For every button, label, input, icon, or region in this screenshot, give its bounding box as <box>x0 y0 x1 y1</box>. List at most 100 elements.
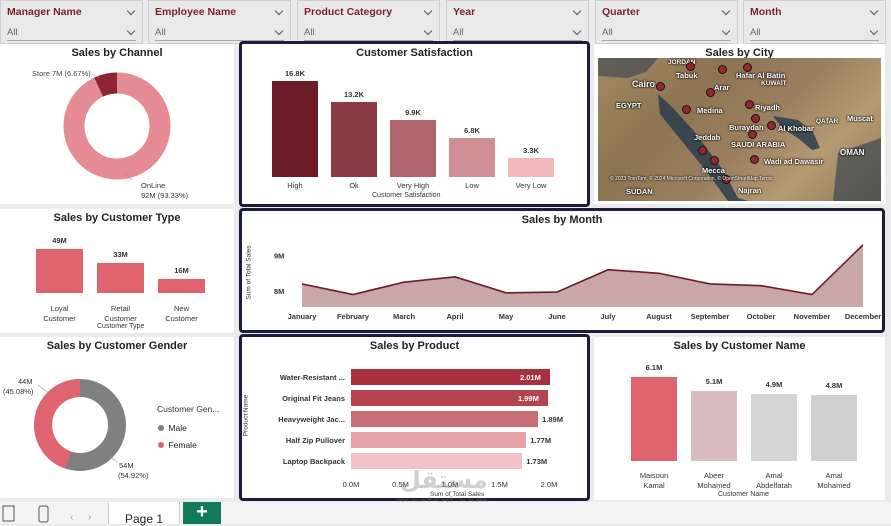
legend-title: Customer Gen... <box>157 404 220 414</box>
gender-donut[interactable] <box>0 337 234 498</box>
bar-data-label: 4.9M <box>765 379 783 389</box>
leader-line <box>123 171 133 181</box>
donut-slice-female <box>34 379 81 469</box>
slicer-title: Year <box>453 6 476 18</box>
customer-name-bar[interactable] <box>631 377 677 461</box>
slicer-manager-name[interactable]: Manager Name All <box>0 0 143 44</box>
channel-donut[interactable] <box>0 44 234 204</box>
x-tick-label: Retail <box>110 304 131 313</box>
city-bubble[interactable] <box>745 100 754 109</box>
sales-by-product-card[interactable]: Sales by Product Product Name Sum of Tot… <box>239 334 590 501</box>
slicer-dropdown[interactable]: All <box>304 25 433 41</box>
map-label: Cairo <box>632 79 656 89</box>
city-map[interactable]: JORDAN Cairo Tabuk Hafar Al Batin KUWAIT… <box>598 58 881 201</box>
chevron-down-icon[interactable] <box>126 6 136 16</box>
bar-data-label: 2.01M <box>519 373 541 382</box>
slicer-dropdown[interactable]: All <box>602 25 731 41</box>
card-title: Sales by Customer Type <box>53 212 181 224</box>
customer-name-bar[interactable] <box>811 394 857 461</box>
customer-satisfaction-card[interactable]: Customer Satisfaction Customer Satisfact… <box>239 41 590 207</box>
city-bubble[interactable] <box>682 105 691 114</box>
chevron-right-icon[interactable]: › <box>88 512 92 523</box>
legend-item-female[interactable]: Female <box>158 435 197 453</box>
sales-by-customer-name-card[interactable]: Sales by Customer Name Customer Name 6.1… <box>594 337 885 500</box>
slicer-dropdown[interactable]: All <box>453 25 582 41</box>
product-bar[interactable] <box>351 432 527 448</box>
mobile-layout-icon[interactable] <box>37 505 51 523</box>
slicer-month[interactable]: Month All <box>743 0 886 44</box>
map-label: EGYPT <box>616 101 642 110</box>
city-bubble[interactable] <box>656 82 665 91</box>
city-bubble[interactable] <box>722 175 731 184</box>
chevron-down-icon[interactable] <box>721 6 731 16</box>
city-bubble[interactable] <box>748 130 757 139</box>
product-bar[interactable] <box>351 390 548 406</box>
sales-by-month-card[interactable]: Sales by Month Sum of Total Sales 9M 8M Ja… <box>239 208 885 333</box>
sales-by-city-card[interactable]: Sales by City JORDAN Cairo Tabuk Hafar A… <box>594 44 885 204</box>
slicer-employee-name[interactable]: Employee Name All <box>148 0 291 44</box>
city-bubble[interactable] <box>751 114 760 123</box>
city-bubble[interactable] <box>706 88 715 97</box>
satisfaction-bar[interactable] <box>272 81 318 177</box>
satisfaction-bar[interactable] <box>508 158 554 177</box>
y-tick-label: Heavyweight Jac... <box>278 415 345 424</box>
slicer-dropdown[interactable]: All <box>7 25 136 41</box>
x-tick-label: November <box>794 312 831 321</box>
city-bubble[interactable] <box>767 121 776 130</box>
customer-name-bar[interactable] <box>691 390 737 461</box>
bar-data-label: 1.99M <box>518 394 539 403</box>
city-bubble[interactable] <box>698 146 707 155</box>
city-bubble[interactable] <box>750 155 759 164</box>
bar-data-label: 6.8K <box>464 126 480 136</box>
slicer-product-category[interactable]: Product Category All <box>297 0 440 44</box>
watermark-arabic: مستقل <box>400 467 488 494</box>
map-label: Jeddah <box>694 133 721 142</box>
map-label: Tabuk <box>676 71 698 80</box>
online-data-value: 92M (93.33%) <box>141 191 189 200</box>
layout-icon[interactable] <box>2 505 16 523</box>
chevron-down-icon[interactable] <box>423 6 433 16</box>
slicer-year[interactable]: Year All <box>446 0 589 44</box>
x-tick-label: Customer <box>43 314 76 323</box>
city-bubble[interactable] <box>718 65 727 74</box>
legend-item-male[interactable]: Male <box>158 418 187 436</box>
city-bubble[interactable] <box>743 63 752 72</box>
slicer-dropdown[interactable]: All <box>750 25 879 41</box>
chevron-down-icon[interactable] <box>572 6 582 16</box>
tab-page-1[interactable]: Page 1 <box>108 502 180 526</box>
product-bar[interactable] <box>351 411 539 427</box>
map-label: Hafar Al Batin <box>736 71 786 80</box>
month-series-line[interactable] <box>301 244 864 296</box>
satisfaction-bar[interactable] <box>331 101 377 177</box>
sales-by-customer-type-card[interactable]: Sales by Customer Type Customer Type 49M… <box>0 209 234 333</box>
card-title: Sales by Month <box>521 214 603 226</box>
slicer-title: Product Category <box>304 6 393 18</box>
x-tick-label: September <box>691 312 730 321</box>
city-bubble[interactable] <box>710 156 719 165</box>
x-tick-label: Mohamed <box>697 481 731 490</box>
bar-data-label: 13.2K <box>343 89 364 99</box>
add-page-button[interactable]: + <box>183 502 221 524</box>
city-bubble[interactable] <box>686 62 695 71</box>
customer-type-bar[interactable] <box>97 263 144 293</box>
x-tick-label: Customer <box>104 314 137 323</box>
legend-swatch <box>158 425 164 431</box>
chevron-down-icon[interactable] <box>274 6 284 16</box>
sales-by-channel-card[interactable]: Sales by Channel Store 7M (6.67%) OnLine… <box>0 44 234 204</box>
satisfaction-bar[interactable] <box>449 138 495 177</box>
x-tick-label: Amal <box>765 471 783 480</box>
sales-by-customer-gender-card[interactable]: Sales by Customer Gender 44M (45.08%) 54… <box>0 337 234 498</box>
bar-data-label: 1.89M <box>542 415 563 424</box>
customer-name-bar[interactable] <box>751 393 797 461</box>
slicer-quarter[interactable]: Quarter All <box>595 0 738 44</box>
slicer-dropdown[interactable]: All <box>155 25 284 41</box>
product-bar[interactable] <box>351 453 523 469</box>
product-bar[interactable] <box>351 369 550 385</box>
satisfaction-bar[interactable] <box>390 120 436 177</box>
month-area-chart[interactable]: 9M 8M January February March April May June July… <box>242 211 882 330</box>
customer-type-bar[interactable] <box>158 278 205 293</box>
chevron-down-icon[interactable] <box>869 6 879 16</box>
customer-type-bar[interactable] <box>36 249 83 293</box>
x-tick-label: New <box>173 304 189 313</box>
chevron-left-icon[interactable]: ‹ <box>70 512 74 523</box>
